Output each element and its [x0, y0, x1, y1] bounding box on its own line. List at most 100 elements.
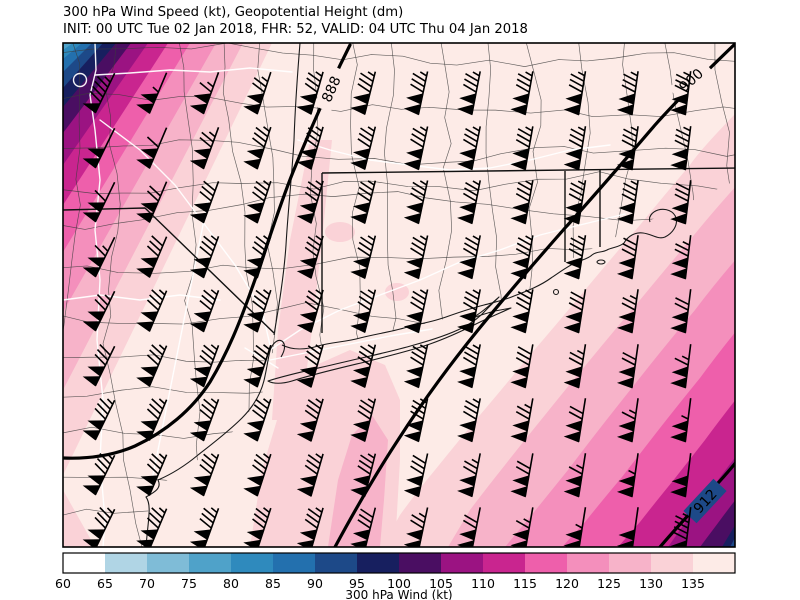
nj-ny-coastline — [145, 339, 286, 547]
colorbar-tick-label: 65 — [97, 576, 113, 591]
wind-barb — [82, 127, 116, 169]
colorbar-cell — [567, 553, 610, 573]
wind-barb — [296, 235, 324, 279]
wind-barb — [136, 289, 168, 333]
wind-barb — [136, 344, 168, 388]
colorbar-cell — [315, 553, 358, 573]
wind-barb — [350, 398, 377, 443]
wind-barb — [243, 126, 272, 170]
county-line — [63, 93, 735, 117]
long-island-coastline — [267, 296, 512, 384]
county-line — [714, 43, 735, 547]
contour-label-halo — [683, 478, 727, 524]
wind-barb — [457, 235, 481, 280]
wind-barb — [510, 289, 534, 334]
county-line — [102, 43, 144, 547]
interchange-ring-icon — [72, 72, 88, 88]
colorbar-tick-label: 115 — [513, 576, 537, 591]
county-line — [63, 171, 735, 196]
colorbar-tick-label: 110 — [471, 576, 495, 591]
wind-barb — [670, 180, 692, 225]
wind-barb — [189, 344, 220, 388]
colorbar-tick-label: 130 — [639, 576, 663, 591]
wind-barb — [350, 71, 377, 116]
wind-barb — [189, 289, 220, 333]
wind-barb — [403, 398, 429, 443]
wind-barb — [670, 71, 692, 116]
wind-barb — [616, 71, 639, 116]
island-icon — [596, 259, 606, 265]
wind-barb — [457, 180, 481, 225]
wind-barb — [563, 289, 587, 334]
wind-barb — [403, 235, 429, 280]
wind-barb — [563, 398, 587, 443]
wind-barb — [296, 344, 324, 388]
wind-barb — [670, 453, 692, 498]
wind-barb — [457, 453, 481, 498]
wind-barb — [510, 507, 534, 547]
colorbar-cell — [609, 553, 652, 573]
figure-title: 300 hPa Wind Speed (kt), Geopotential He… — [63, 5, 403, 20]
wind-barb — [296, 453, 324, 497]
wind-barb — [510, 453, 534, 498]
colorbar-tick-label: 85 — [265, 576, 281, 591]
figure-subtitle: INIT: 00 UTC Tue 02 Jan 2018, FHR: 52, V… — [63, 22, 528, 37]
colorbar-cell — [399, 553, 442, 573]
wind-barb — [243, 180, 272, 224]
wind-barb — [189, 398, 220, 442]
wind-barbs — [82, 71, 692, 547]
colorbar-tick-label: 60 — [55, 576, 71, 591]
wind-barb — [189, 453, 220, 497]
wind-barb — [457, 71, 481, 116]
colorbar-tick-label: 135 — [681, 576, 705, 591]
colorbar-tick-label: 75 — [181, 576, 197, 591]
wind-barb — [457, 398, 481, 443]
wind-barb — [670, 344, 692, 389]
wind-barb — [82, 290, 116, 332]
colorbar-border — [62, 552, 736, 574]
wind-barb — [82, 72, 116, 114]
wind-barb — [403, 453, 429, 498]
wind-barb — [189, 180, 220, 224]
state-border-ny-nj — [63, 207, 275, 334]
wind-barb — [403, 507, 429, 547]
colorbar-tick-label: 120 — [555, 576, 579, 591]
wind-barb — [136, 127, 168, 170]
colorbar-tick-label: 95 — [349, 576, 365, 591]
wind-barb — [189, 507, 220, 547]
colorbar-cell — [231, 553, 274, 573]
colorbar-tick-label: 105 — [429, 576, 453, 591]
colorbar-cell — [441, 553, 484, 573]
county-line — [178, 43, 202, 544]
wind-barb — [563, 507, 587, 547]
wind-barb — [670, 507, 692, 547]
colorbar-cell — [525, 553, 568, 573]
wind-barb — [136, 398, 168, 442]
wind-barb — [510, 344, 534, 389]
wind-barb — [403, 289, 429, 334]
wind-barb — [616, 507, 639, 547]
colorbar-cell — [147, 553, 190, 573]
wind-barb — [403, 344, 429, 389]
county-line — [63, 43, 81, 547]
wind-barb — [457, 507, 481, 547]
wind-barb — [616, 398, 639, 443]
wind-barb — [350, 289, 377, 334]
colorbar-cell — [483, 553, 526, 573]
wind-barb — [457, 126, 481, 171]
wind-barb — [670, 235, 692, 280]
colorbar-axis-label: 300 hPa Wind (kt) — [345, 588, 452, 600]
wind-barb — [189, 127, 220, 170]
wind-barb — [243, 71, 272, 115]
wind-barb — [350, 126, 377, 171]
wind-barb — [670, 398, 692, 443]
wind-barb — [563, 180, 587, 225]
hudson-river — [273, 43, 301, 336]
wind-barb — [670, 126, 692, 171]
wind-barb — [136, 235, 168, 279]
colorbar-cell — [105, 553, 148, 573]
county-line — [63, 191, 735, 231]
